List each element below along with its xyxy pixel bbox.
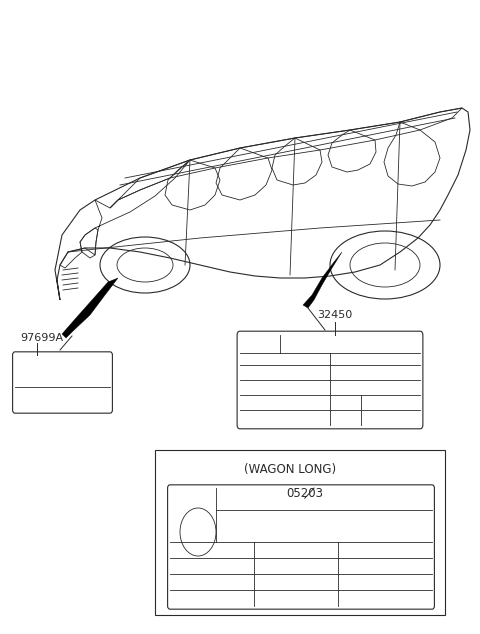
Text: 32450: 32450 xyxy=(317,310,353,320)
Polygon shape xyxy=(62,278,118,338)
Text: (WAGON LONG): (WAGON LONG) xyxy=(244,463,336,476)
Text: 97699A: 97699A xyxy=(20,333,63,343)
Text: 05203: 05203 xyxy=(286,487,324,500)
Polygon shape xyxy=(303,252,342,308)
